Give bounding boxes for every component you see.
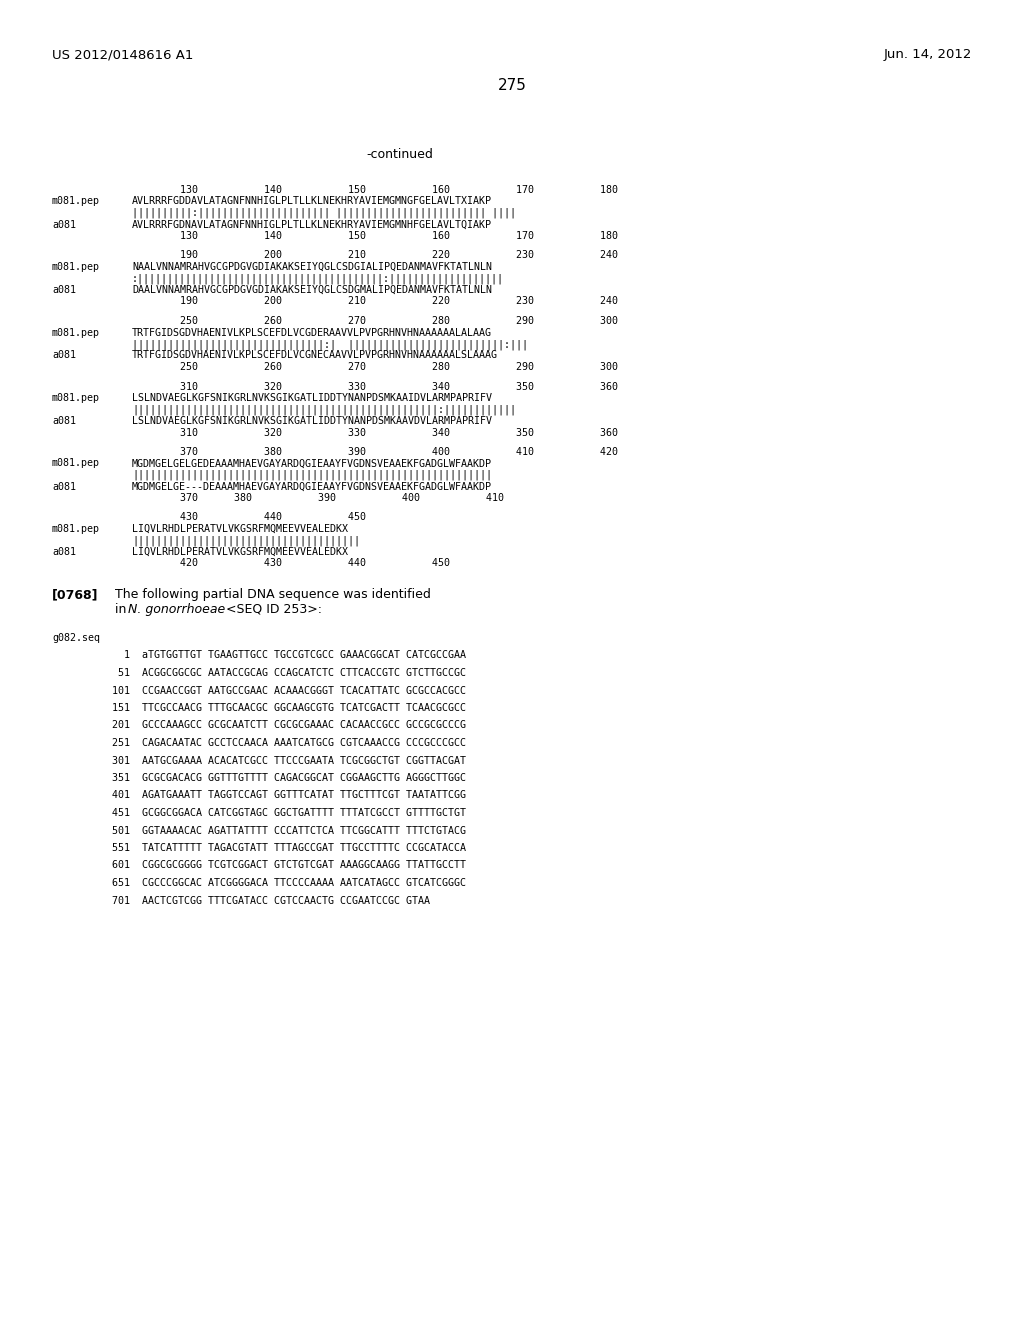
Text: 351  GCGCGACACG GGTTTGTTTT CAGACGGCAT CGGAAGCTTG AGGGCTTGGC: 351 GCGCGACACG GGTTTGTTTT CAGACGGCAT CGG… <box>100 774 466 783</box>
Text: 401  AGATGAAATT TAGGTCCAGT GGTTTCATAT TTGCTTTCGT TAATATTCGG: 401 AGATGAAATT TAGGTCCAGT GGTTTCATAT TTG… <box>100 791 466 800</box>
Text: 370           380           390           400           410           420: 370 380 390 400 410 420 <box>132 447 618 457</box>
Text: a081: a081 <box>52 546 76 557</box>
Text: 430           440           450: 430 440 450 <box>132 512 366 523</box>
Text: LSLNDVAEGLKGFSNIKGRLNVKSGIKGATLIDDTYNANPDSMKAAIDVLARMPAPRIFV: LSLNDVAEGLKGFSNIKGRLNVKSGIKGATLIDDTYNANP… <box>132 393 492 403</box>
Text: LSLNDVAEGLKGFSNIKGRLNVKSGIKGATLIDDTYNANPDSMKAAVDVLARMPAPRIFV: LSLNDVAEGLKGFSNIKGRLNVKSGIKGATLIDDTYNANP… <box>132 416 492 426</box>
Text: m081.pep: m081.pep <box>52 458 100 469</box>
Text: 101  CCGAACCGGT AATGCCGAAC ACAAACGGGT TCACATTATC GCGCCACGCC: 101 CCGAACCGGT AATGCCGAAC ACAAACGGGT TCA… <box>100 685 466 696</box>
Text: <SEQ ID 253>:: <SEQ ID 253>: <box>222 603 322 616</box>
Text: 1  aTGTGGTTGT TGAAGTTGCC TGCCGTCGCC GAAACGGCAT CATCGCCGAA: 1 aTGTGGTTGT TGAAGTTGCC TGCCGTCGCC GAAAC… <box>100 651 466 660</box>
Text: m081.pep: m081.pep <box>52 197 100 206</box>
Text: a081: a081 <box>52 219 76 230</box>
Text: The following partial DNA sequence was identified: The following partial DNA sequence was i… <box>115 587 431 601</box>
Text: m081.pep: m081.pep <box>52 524 100 535</box>
Text: 451  GCGGCGGACA CATCGGTAGC GGCTGATTTT TTTATCGCCT GTTTTGCTGT: 451 GCGGCGGACA CATCGGTAGC GGCTGATTTT TTT… <box>100 808 466 818</box>
Text: 370      380           390           400           410: 370 380 390 400 410 <box>132 492 504 503</box>
Text: AVLRRRFGDDAVLATAGNFNNHIGLPLTLLKLNEKHRYAVIEMGMNGFGELAVLTXIAKP: AVLRRRFGDDAVLATAGNFNNHIGLPLTLLKLNEKHRYAV… <box>132 197 492 206</box>
Text: ||||||||||||||||||||||||||||||||||||||: |||||||||||||||||||||||||||||||||||||| <box>132 536 360 546</box>
Text: 551  TATCATTTTT TAGACGTATT TTTAGCCGAT TTGCCTTTTC CCGCATACCA: 551 TATCATTTTT TAGACGTATT TTTAGCCGAT TTG… <box>100 843 466 853</box>
Text: in: in <box>115 603 130 616</box>
Text: a081: a081 <box>52 416 76 426</box>
Text: 190           200           210           220           230           240: 190 200 210 220 230 240 <box>132 251 618 260</box>
Text: [0768]: [0768] <box>52 587 98 601</box>
Text: LIQVLRHDLPERATVLVKGSRFMQMEEVVEALEDKX: LIQVLRHDLPERATVLVKGSRFMQMEEVVEALEDKX <box>132 546 348 557</box>
Text: ||||||||||||||||||||||||||||||||:|  ||||||||||||||||||||||||||:|||: ||||||||||||||||||||||||||||||||:| |||||… <box>132 339 528 350</box>
Text: TRTFGIDSGDVHAENIVLKPLSCEFDLVCGNECAAVVLPVPGRHNVHNAAAAAALSLAAAG: TRTFGIDSGDVHAENIVLKPLSCEFDLVCGNECAAVVLPV… <box>132 351 498 360</box>
Text: g082.seq: g082.seq <box>52 634 100 643</box>
Text: 651  CGCCCGGCAC ATCGGGGACA TTCCCCAAAA AATCATAGCC GTCATCGGGC: 651 CGCCCGGCAC ATCGGGGACA TTCCCCAAAA AAT… <box>100 878 466 888</box>
Text: 310           320           330           340           350           360: 310 320 330 340 350 360 <box>132 428 618 437</box>
Text: ||||||||||||||||||||||||||||||||||||||||||||||||||||||||||||: ||||||||||||||||||||||||||||||||||||||||… <box>132 470 492 480</box>
Text: -continued: -continued <box>367 148 433 161</box>
Text: 701  AACTCGTCGG TTTCGATACC CGTCCAACTG CCGAATCCGC GTAA: 701 AACTCGTCGG TTTCGATACC CGTCCAACTG CCG… <box>100 895 430 906</box>
Text: AVLRRRFGDNAVLATAGNFNNHIGLPLTLLKLNEKHRYAVIEMGMNHFGELAVLTQIAKP: AVLRRRFGDNAVLATAGNFNNHIGLPLTLLKLNEKHRYAV… <box>132 219 492 230</box>
Text: m081.pep: m081.pep <box>52 393 100 403</box>
Text: N. gonorrhoeae: N. gonorrhoeae <box>128 603 225 616</box>
Text: TRTFGIDSGDVHAENIVLKPLSCEFDLVCGDERAAVVLPVPGRHNVHNAAAAAALALAAG: TRTFGIDSGDVHAENIVLKPLSCEFDLVCGDERAAVVLPV… <box>132 327 492 338</box>
Text: DAALVNNAMRAHVGCGPDGVGDIAKAKSEIYQGLCSDGMALIPQEDANMAVFKTATLNLN: DAALVNNAMRAHVGCGPDGVGDIAKAKSEIYQGLCSDGMA… <box>132 285 492 294</box>
Text: MGDMGELGE---DEAAAMHAEVGAYARDQGIEAAYFVGDNSVEAAEKFGADGLWFAAKDP: MGDMGELGE---DEAAAMHAEVGAYARDQGIEAAYFVGDN… <box>132 482 492 491</box>
Text: 151  TTCGCCAACG TTTGCAACGC GGCAAGCGTG TCATCGACTT TCAACGCGCC: 151 TTCGCCAACG TTTGCAACGC GGCAAGCGTG TCA… <box>100 704 466 713</box>
Text: NAALVNNAMRAHVGCGPDGVGDIAKAKSEIYQGLCSDGIALIPQEDANMAVFKTATLNLN: NAALVNNAMRAHVGCGPDGVGDIAKAKSEIYQGLCSDGIA… <box>132 261 492 272</box>
Text: 51  ACGGCGGCGC AATACCGCAG CCAGCATCTC CTTCACCGTC GTCTTGCCGC: 51 ACGGCGGCGC AATACCGCAG CCAGCATCTC CTTC… <box>100 668 466 678</box>
Text: 275: 275 <box>498 78 526 92</box>
Text: |||||||||||||||||||||||||||||||||||||||||||||||||||:||||||||||||: ||||||||||||||||||||||||||||||||||||||||… <box>132 404 516 414</box>
Text: 601  CGGCGCGGGG TCGTCGGACT GTCTGTCGAT AAAGGCAAGG TTATTGCCTT: 601 CGGCGCGGGG TCGTCGGACT GTCTGTCGAT AAA… <box>100 861 466 870</box>
Text: 250           260           270           280           290           300: 250 260 270 280 290 300 <box>132 315 618 326</box>
Text: 190           200           210           220           230           240: 190 200 210 220 230 240 <box>132 297 618 306</box>
Text: 251  CAGACAATAC GCCTCCAACA AAATCATGCG CGTCAAACCG CCCGCCCGCC: 251 CAGACAATAC GCCTCCAACA AAATCATGCG CGT… <box>100 738 466 748</box>
Text: 310           320           330           340           350           360: 310 320 330 340 350 360 <box>132 381 618 392</box>
Text: 201  GCCCAAAGCC GCGCAATCTT CGCGCGAAAC CACAACCGCC GCCGCGCCCG: 201 GCCCAAAGCC GCGCAATCTT CGCGCGAAAC CAC… <box>100 721 466 730</box>
Text: 250           260           270           280           290           300: 250 260 270 280 290 300 <box>132 362 618 372</box>
Text: a081: a081 <box>52 351 76 360</box>
Text: :|||||||||||||||||||||||||||||||||||||||||:|||||||||||||||||||: :|||||||||||||||||||||||||||||||||||||||… <box>132 273 504 284</box>
Text: MGDMGELGELGEDEAAAMHAEVGAYARDQGIEAAYFVGDNSVEAAEKFGADGLWFAAKDP: MGDMGELGELGEDEAAAMHAEVGAYARDQGIEAAYFVGDN… <box>132 458 492 469</box>
Text: Jun. 14, 2012: Jun. 14, 2012 <box>884 48 972 61</box>
Text: 130           140           150           160           170           180: 130 140 150 160 170 180 <box>132 185 618 195</box>
Text: m081.pep: m081.pep <box>52 327 100 338</box>
Text: 130           140           150           160           170           180: 130 140 150 160 170 180 <box>132 231 618 242</box>
Text: LIQVLRHDLPERATVLVKGSRFMQMEEVVEALEDKX: LIQVLRHDLPERATVLVKGSRFMQMEEVVEALEDKX <box>132 524 348 535</box>
Text: 301  AATGCGAAAA ACACATCGCC TTCCCGAATA TCGCGGCTGT CGGTTACGAT: 301 AATGCGAAAA ACACATCGCC TTCCCGAATA TCG… <box>100 755 466 766</box>
Text: a081: a081 <box>52 482 76 491</box>
Text: m081.pep: m081.pep <box>52 261 100 272</box>
Text: US 2012/0148616 A1: US 2012/0148616 A1 <box>52 48 194 61</box>
Text: ||||||||||:|||||||||||||||||||||| ||||||||||||||||||||||||| ||||: ||||||||||:|||||||||||||||||||||| ||||||… <box>132 209 516 219</box>
Text: a081: a081 <box>52 285 76 294</box>
Text: 420           430           440           450: 420 430 440 450 <box>132 558 450 569</box>
Text: 501  GGTAAAACAC AGATTATTTT CCCATTCTCA TTCGGCATTT TTTCTGTACG: 501 GGTAAAACAC AGATTATTTT CCCATTCTCA TTC… <box>100 825 466 836</box>
